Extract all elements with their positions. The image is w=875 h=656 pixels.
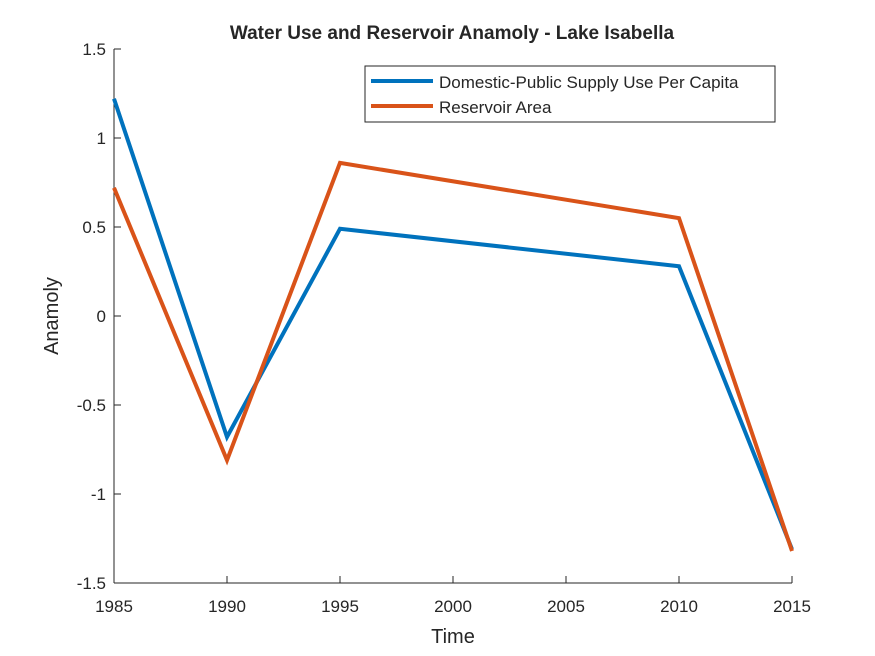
plot-axes: 1985 1990 1995 2000 2005 2010 2015 -1.5 -1 -0.5 0 0…	[77, 40, 811, 616]
x-tick-label: 2005	[547, 597, 585, 616]
legend-label-reservoir: Reservoir Area	[439, 98, 552, 117]
x-tick-label: 2015	[773, 597, 811, 616]
y-tick-label: 0.5	[82, 218, 106, 237]
series-layer	[112, 98, 794, 552]
x-tick-label: 2010	[660, 597, 698, 616]
y-tick-label: 1	[97, 129, 106, 148]
x-tick-label: 1985	[95, 597, 133, 616]
chart-title: Water Use and Reservoir Anamoly - Lake I…	[230, 23, 675, 44]
x-axis-label: Time	[431, 626, 475, 648]
y-tick-label: 0	[97, 307, 106, 326]
series-line-domestic-use	[112, 98, 794, 550]
legend: Domestic-Public Supply Use Per Capita Re…	[364, 65, 776, 123]
legend-box	[364, 65, 776, 123]
y-tick-label: -0.5	[77, 396, 106, 415]
y-tick-label: -1.5	[77, 574, 106, 593]
x-tick-label: 2000	[434, 597, 472, 616]
legend-label-domestic: Domestic-Public Supply Use Per Capita	[439, 73, 739, 92]
series-line-reservoir-area	[112, 160, 794, 552]
x-tick-label: 1990	[208, 597, 246, 616]
y-tick-label: 1.5	[82, 40, 106, 59]
x-tick-label: 1995	[321, 597, 359, 616]
y-axis-label: Anamoly	[41, 277, 63, 355]
y-tick-label: -1	[91, 485, 106, 504]
